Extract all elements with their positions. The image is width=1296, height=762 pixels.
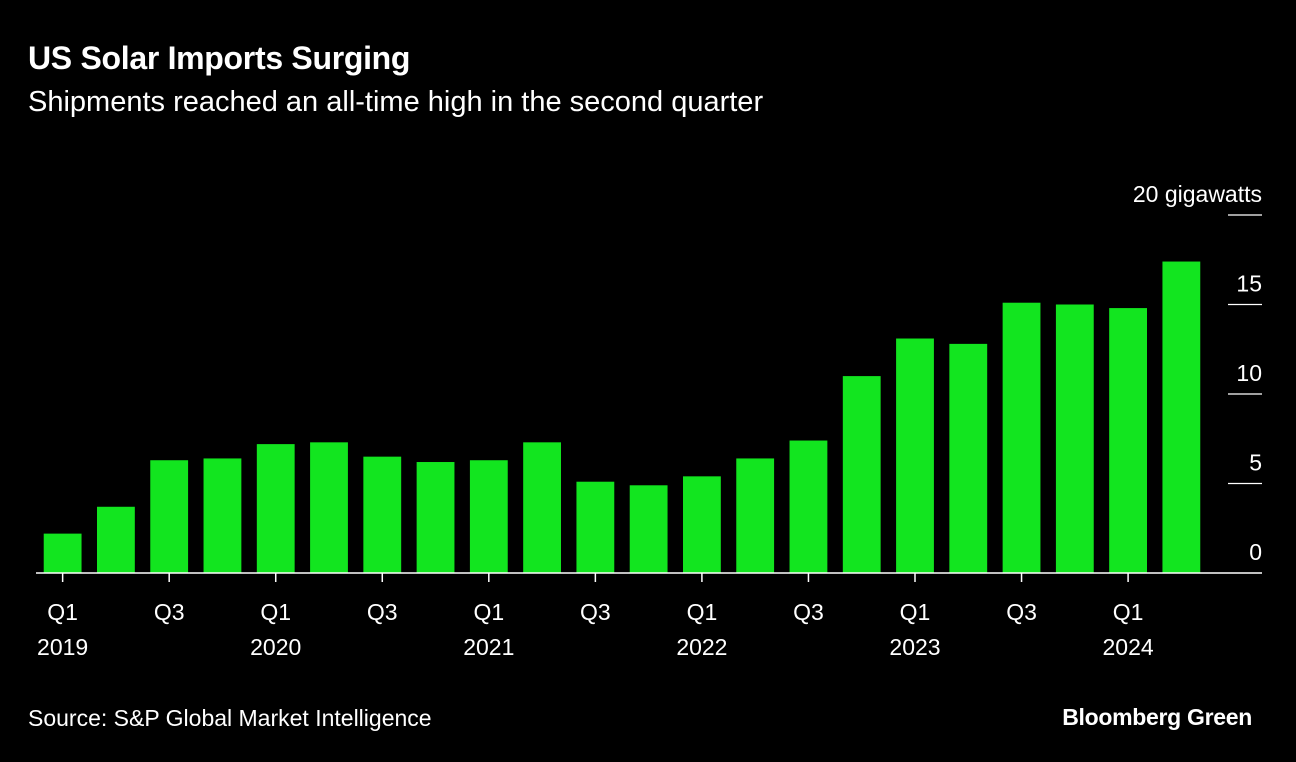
brand-logo: Bloomberg Green <box>1062 704 1252 730</box>
x-tick-label-year: 2022 <box>676 634 727 660</box>
x-tick-label-quarter: Q1 <box>47 599 78 625</box>
bar-q1-2023 <box>896 338 934 573</box>
bar-q2-2023 <box>949 343 988 573</box>
bar-q4-2020 <box>416 462 455 573</box>
x-tick-label-year: 2024 <box>1103 634 1154 660</box>
bar-q4-2023 <box>1055 304 1094 573</box>
bar-q1-2020 <box>256 444 295 573</box>
chart-title: US Solar Imports Surging <box>28 40 411 76</box>
bar-q4-2019 <box>203 458 242 573</box>
x-tick-label-quarter: Q1 <box>473 599 504 625</box>
bar-q3-2022 <box>789 440 828 573</box>
x-axis: Q1 2019 Q3 Q1 2020 Q3 Q1 2021 Q3 Q1 2022 Q3 Q1 2023 Q3… <box>36 572 1262 660</box>
bar-q2-2019 <box>97 506 135 573</box>
bar-q2-2020 <box>310 442 348 573</box>
bar-q4-2021 <box>629 485 668 573</box>
bar-q3-2023 <box>1002 302 1041 573</box>
bar-q1-2021 <box>469 460 508 573</box>
y-tick-label-5: 5 <box>1249 450 1262 476</box>
x-tick-label-quarter: Q1 <box>687 599 718 625</box>
bar-q3-2020 <box>363 456 402 573</box>
x-tick-label-quarter: Q3 <box>154 599 185 625</box>
bar-q1-2024 <box>1109 308 1147 573</box>
x-tick-label-quarter: Q3 <box>793 599 824 625</box>
source-note: Source: S&P Global Market Intelligence <box>28 705 432 731</box>
x-tick-label-quarter: Q1 <box>1113 599 1144 625</box>
chart-subtitle: Shipments reached an all-time high in th… <box>28 86 764 118</box>
y-tick-label-10: 10 <box>1236 360 1262 386</box>
x-tick-label-year: 2023 <box>889 634 940 660</box>
bar-q3-2019 <box>150 460 189 573</box>
bar-q2-2021 <box>523 442 561 573</box>
x-tick-label-year: 2019 <box>37 634 88 660</box>
bar-q1-2019 <box>43 533 82 573</box>
bar-q4-2022 <box>842 376 881 573</box>
x-tick-label-quarter: Q3 <box>367 599 398 625</box>
y-axis: 0 5 10 15 20 gigawatts <box>1133 181 1262 565</box>
y-tick-label-20: 20 gigawatts <box>1133 181 1262 207</box>
x-tick-label-quarter: Q1 <box>260 599 291 625</box>
bar-q3-2021 <box>576 481 615 573</box>
x-tick-label-quarter: Q3 <box>1006 599 1037 625</box>
y-tick-label-0: 0 <box>1249 539 1262 565</box>
bar-q2-2022 <box>736 458 775 573</box>
y-tick-label-15: 15 <box>1236 271 1262 297</box>
x-tick-label-year: 2021 <box>463 634 514 660</box>
bar-chart: 0 5 10 15 20 gigawatts Q1 2019 Q3 Q1 2020 Q3 Q1 202… <box>36 181 1262 660</box>
bar-q1-2022 <box>683 476 721 573</box>
bars-group <box>43 261 1201 573</box>
x-tick-label-year: 2020 <box>250 634 301 660</box>
x-tick-label-quarter: Q1 <box>900 599 931 625</box>
bar-q2-2024 <box>1162 261 1201 573</box>
x-tick-label-quarter: Q3 <box>580 599 611 625</box>
